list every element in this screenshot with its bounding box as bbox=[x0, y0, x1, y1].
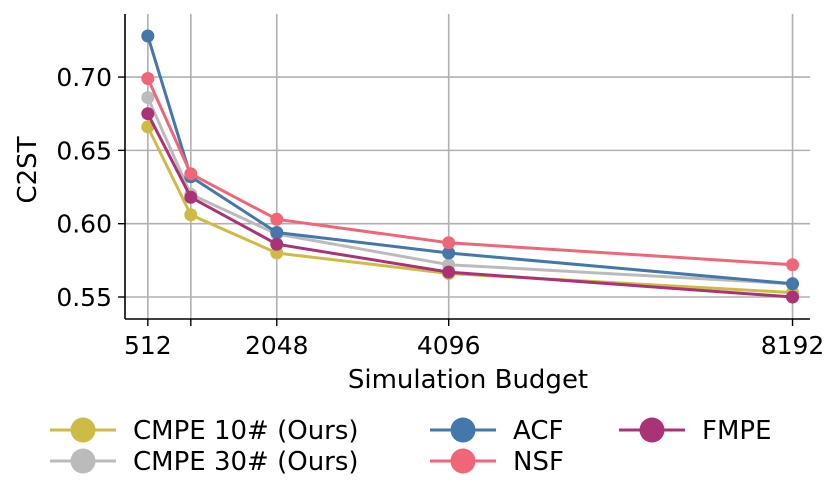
data-point bbox=[141, 72, 155, 86]
x-tick-label: 512 bbox=[124, 331, 172, 360]
data-point bbox=[442, 236, 456, 250]
x-tick-label: 2048 bbox=[245, 331, 309, 360]
data-point bbox=[141, 107, 155, 121]
legend-label: CMPE 30# (Ours) bbox=[133, 447, 359, 477]
legend-swatch-marker bbox=[450, 417, 476, 443]
legend-label: FMPE bbox=[702, 416, 772, 446]
y-tick-label: 0.55 bbox=[56, 283, 112, 312]
legend-swatch-marker bbox=[70, 417, 96, 443]
data-point bbox=[141, 29, 155, 43]
ticks: 512 2048 4096 8192 0.55 0.60 0.65 0.70 bbox=[56, 63, 824, 360]
data-point bbox=[184, 167, 198, 181]
series-line-3 bbox=[146, 77, 793, 267]
data-point bbox=[141, 120, 155, 134]
data-point bbox=[786, 258, 800, 272]
y-tick-label: 0.65 bbox=[56, 136, 112, 165]
legend-label: ACF bbox=[513, 416, 563, 446]
data-point bbox=[184, 208, 198, 222]
x-tick-label: 8192 bbox=[761, 331, 825, 360]
series-line-0 bbox=[146, 126, 793, 295]
y-tick-label: 0.60 bbox=[56, 210, 112, 239]
axes bbox=[124, 14, 810, 320]
data-point bbox=[270, 212, 284, 226]
series-line-2 bbox=[146, 35, 793, 286]
x-axis-label: Simulation Budget bbox=[348, 365, 588, 395]
data-point bbox=[270, 225, 284, 239]
legend-label: NSF bbox=[513, 447, 564, 477]
x-tick-label: 4096 bbox=[417, 331, 481, 360]
data-point bbox=[786, 290, 800, 304]
y-axis-label: C2ST bbox=[13, 136, 43, 203]
y-tick-label: 0.70 bbox=[56, 63, 112, 92]
data-point bbox=[442, 265, 456, 279]
data-point bbox=[141, 91, 155, 105]
legend-swatch-marker bbox=[70, 448, 96, 474]
legend-swatch-marker bbox=[450, 448, 476, 474]
legend-swatch-marker bbox=[639, 417, 665, 443]
data-point bbox=[786, 277, 800, 291]
data-point bbox=[184, 190, 198, 204]
legend-label: CMPE 10# (Ours) bbox=[133, 416, 359, 446]
series-group bbox=[141, 29, 800, 304]
series-line-4 bbox=[146, 113, 793, 299]
data-point bbox=[442, 246, 456, 260]
data-point bbox=[270, 237, 284, 251]
